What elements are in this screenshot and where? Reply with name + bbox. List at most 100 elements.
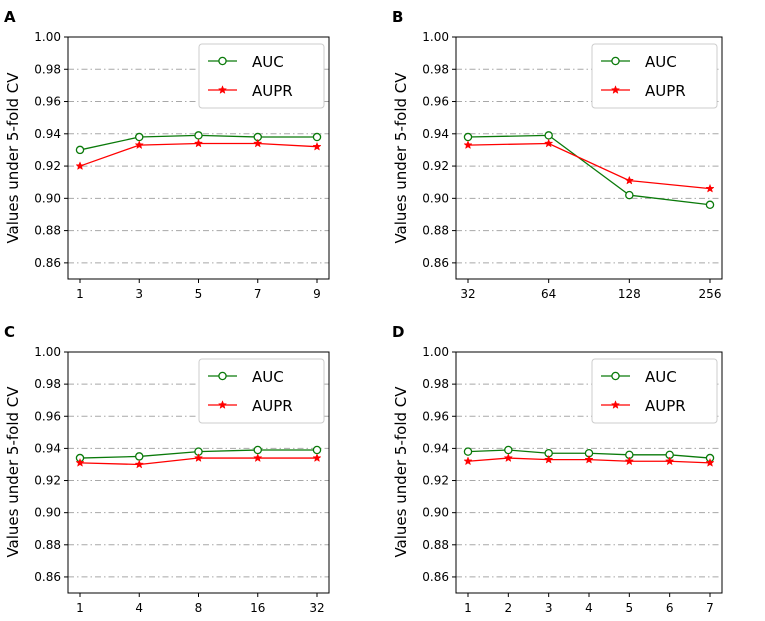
x-tick-label: 5 xyxy=(195,287,203,301)
x-tick-label: 16 xyxy=(250,601,265,615)
y-tick-label: 0.92 xyxy=(422,474,449,488)
aupr-point xyxy=(463,456,473,466)
legend-label-aupr: AUPR xyxy=(252,397,293,415)
y-tick-label: 0.86 xyxy=(34,570,61,584)
aupr-point xyxy=(193,453,204,463)
y-tick-label: 0.92 xyxy=(34,474,61,488)
legend-marker-auc xyxy=(218,56,227,66)
x-tick-label: 1 xyxy=(464,601,472,615)
y-tick-label: 0.98 xyxy=(422,62,449,76)
aupr-point xyxy=(312,141,322,151)
x-tick-label: 32 xyxy=(460,287,475,301)
plot-frame xyxy=(67,351,330,594)
y-tick-label: 0.96 xyxy=(34,409,61,423)
x-tick-label: 128 xyxy=(618,287,641,301)
aupr-point xyxy=(544,138,554,148)
legend-marker-aupr xyxy=(217,400,228,409)
aupr-point xyxy=(253,453,263,463)
legend-marker-auc xyxy=(611,56,620,66)
legend-box xyxy=(198,43,325,109)
auc-point xyxy=(194,131,203,140)
auc-point xyxy=(463,132,473,142)
x-tick-label: 32 xyxy=(309,601,324,615)
auc-point xyxy=(134,452,144,461)
y-tick-label: 0.90 xyxy=(422,191,449,205)
y-tick-label: 0.94 xyxy=(34,441,61,455)
x-tick-label: 2 xyxy=(505,601,513,615)
x-tick-label: 8 xyxy=(195,601,203,615)
panel-b: B 0.86 0.88 0.90 0.92 0.94 0.96 0.98 1.00 32 64 128… xyxy=(392,8,723,301)
series-line-aupr xyxy=(79,142,318,167)
y-axis-label: Values under 5-fold CV xyxy=(4,72,22,244)
panel-d: D 0.86 0.88 0.90 0.92 0.94 0.96 0.98 1.00 1 2 3 4 5 6 7… xyxy=(392,323,723,615)
aupr-point xyxy=(624,175,634,185)
auc-point xyxy=(134,132,144,142)
x-tick-label: 7 xyxy=(706,601,714,615)
series-line-auc xyxy=(467,134,711,206)
y-tick-label: 1.00 xyxy=(34,30,61,44)
y-tick-label: 0.98 xyxy=(34,377,61,391)
legend-marker-auc xyxy=(611,371,620,381)
y-tick-label: 0.96 xyxy=(422,409,449,423)
y-tick-label: 0.90 xyxy=(422,506,449,520)
y-tick-label: 1.00 xyxy=(34,345,61,359)
aupr-point xyxy=(544,454,554,464)
aupr-point xyxy=(75,161,85,171)
x-tick-label: 6 xyxy=(666,601,674,615)
auc-point xyxy=(253,445,262,455)
legend-label-aupr: AUPR xyxy=(645,82,686,100)
panel-label: B xyxy=(392,8,403,26)
plot-frame xyxy=(67,36,330,280)
legend-marker-aupr xyxy=(217,85,228,94)
legend-box xyxy=(198,358,325,424)
y-tick-label: 0.88 xyxy=(34,538,61,552)
y-axis-label: Values under 5-fold CV xyxy=(392,386,410,558)
x-tick-label: 1 xyxy=(76,287,84,301)
x-tick-label: 4 xyxy=(135,601,143,615)
plot-frame xyxy=(455,36,723,280)
aupr-point xyxy=(624,456,634,466)
y-tick-label: 0.96 xyxy=(34,95,61,109)
aupr-point xyxy=(705,183,715,193)
aupr-point xyxy=(134,459,144,469)
auc-point xyxy=(75,145,85,155)
y-axis-label: Values under 5-fold CV xyxy=(392,72,410,244)
legend-box xyxy=(591,43,718,109)
panel-c: C 0.86 0.88 0.90 0.92 0.94 0.96 0.98 1.00 1 4 8 16 32… xyxy=(4,323,330,615)
y-tick-label: 0.90 xyxy=(34,506,61,520)
aupr-point xyxy=(75,457,85,467)
x-tick-label: 64 xyxy=(541,287,556,301)
legend-label-auc: AUC xyxy=(645,53,677,71)
y-tick-label: 0.96 xyxy=(422,95,449,109)
aupr-point xyxy=(134,140,144,150)
y-tick-label: 0.92 xyxy=(422,159,449,173)
auc-point xyxy=(544,131,553,140)
panel-label: D xyxy=(392,323,404,341)
auc-point xyxy=(705,200,715,210)
y-tick-label: 0.86 xyxy=(422,256,449,270)
x-tick-label: 3 xyxy=(545,601,553,615)
x-tick-label: 5 xyxy=(626,601,634,615)
y-tick-label: 0.98 xyxy=(34,62,61,76)
auc-point xyxy=(312,132,322,142)
x-tick-label: 9 xyxy=(313,287,321,301)
y-axis-label: Values under 5-fold CV xyxy=(4,386,22,558)
auc-point xyxy=(312,445,322,455)
y-tick-label: 0.94 xyxy=(422,441,449,455)
legend-marker-aupr xyxy=(610,85,621,94)
y-tick-label: 0.94 xyxy=(422,127,449,141)
legend-label-aupr: AUPR xyxy=(252,82,293,100)
legend-box xyxy=(591,358,718,424)
legend-label-auc: AUC xyxy=(645,368,677,386)
y-tick-label: 0.92 xyxy=(34,159,61,173)
panel-a: A 0.86 0.88 0.90 0.92 0.94 0.96 0.98 1.00 1 3 5 7 9 Va… xyxy=(4,8,330,301)
x-tick-label: 7 xyxy=(254,287,262,301)
y-tick-label: 0.88 xyxy=(34,224,61,238)
x-tick-label: 256 xyxy=(699,287,722,301)
legend-label-aupr: AUPR xyxy=(645,397,686,415)
y-tick-label: 0.86 xyxy=(34,256,61,270)
aupr-point xyxy=(503,453,513,463)
aupr-point xyxy=(584,454,594,464)
aupr-point xyxy=(665,456,675,466)
